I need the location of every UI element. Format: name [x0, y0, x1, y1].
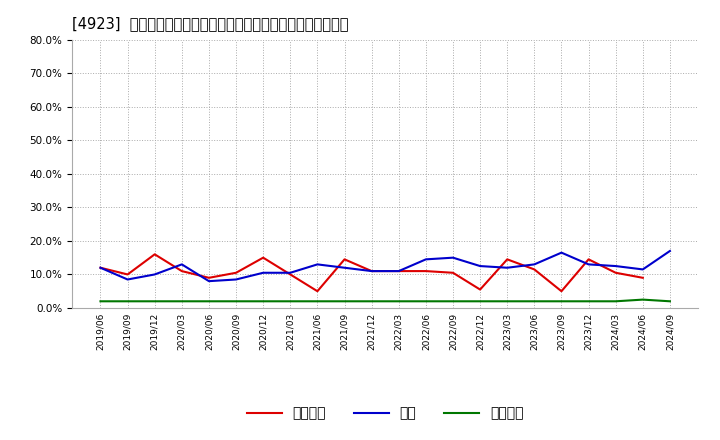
在庫: [449, 255, 457, 260]
買入債務: [449, 299, 457, 304]
売上債権: [178, 268, 186, 274]
在庫: [476, 264, 485, 269]
売上債権: [150, 252, 159, 257]
売上債権: [557, 289, 566, 294]
在庫: [123, 277, 132, 282]
在庫: [557, 250, 566, 255]
売上債権: [449, 270, 457, 275]
在庫: [313, 262, 322, 267]
Line: 買入債務: 買入債務: [101, 300, 670, 301]
売上債権: [204, 275, 213, 280]
在庫: [286, 270, 294, 275]
売上債権: [232, 270, 240, 275]
買入債務: [557, 299, 566, 304]
売上債権: [123, 272, 132, 277]
Line: 在庫: 在庫: [101, 251, 670, 281]
買入債務: [204, 299, 213, 304]
売上債権: [259, 255, 268, 260]
買入債務: [259, 299, 268, 304]
売上債権: [476, 287, 485, 292]
売上債権: [286, 272, 294, 277]
買入債務: [395, 299, 403, 304]
Legend: 売上債権, 在庫, 買入債務: 売上債権, 在庫, 買入債務: [241, 401, 529, 426]
買入債務: [476, 299, 485, 304]
Text: [4923]  売上債権、在庫、買入債務の総資産に対する比率の推移: [4923] 売上債権、在庫、買入債務の総資産に対する比率の推移: [72, 16, 348, 32]
在庫: [232, 277, 240, 282]
Line: 売上債権: 売上債権: [101, 254, 643, 291]
売上債権: [584, 257, 593, 262]
買入債務: [232, 299, 240, 304]
買入債務: [96, 299, 105, 304]
買入債務: [503, 299, 511, 304]
売上債権: [341, 257, 349, 262]
売上債権: [313, 289, 322, 294]
在庫: [530, 262, 539, 267]
売上債権: [639, 275, 647, 280]
買入債務: [367, 299, 376, 304]
売上債権: [96, 265, 105, 270]
売上債権: [421, 268, 430, 274]
在庫: [395, 268, 403, 274]
在庫: [178, 262, 186, 267]
在庫: [639, 267, 647, 272]
在庫: [367, 268, 376, 274]
買入債務: [313, 299, 322, 304]
買入債務: [639, 297, 647, 302]
買入債務: [178, 299, 186, 304]
在庫: [421, 257, 430, 262]
売上債権: [503, 257, 511, 262]
売上債権: [395, 268, 403, 274]
在庫: [665, 248, 674, 253]
在庫: [204, 279, 213, 284]
買入債務: [286, 299, 294, 304]
在庫: [611, 264, 620, 269]
在庫: [96, 265, 105, 270]
買入債務: [421, 299, 430, 304]
買入債務: [584, 299, 593, 304]
在庫: [584, 262, 593, 267]
買入債務: [123, 299, 132, 304]
買入債務: [665, 299, 674, 304]
在庫: [259, 270, 268, 275]
買入債務: [150, 299, 159, 304]
在庫: [341, 265, 349, 270]
売上債権: [367, 268, 376, 274]
売上債権: [530, 267, 539, 272]
買入債務: [341, 299, 349, 304]
買入債務: [530, 299, 539, 304]
在庫: [150, 272, 159, 277]
在庫: [503, 265, 511, 270]
買入債務: [611, 299, 620, 304]
売上債権: [611, 270, 620, 275]
